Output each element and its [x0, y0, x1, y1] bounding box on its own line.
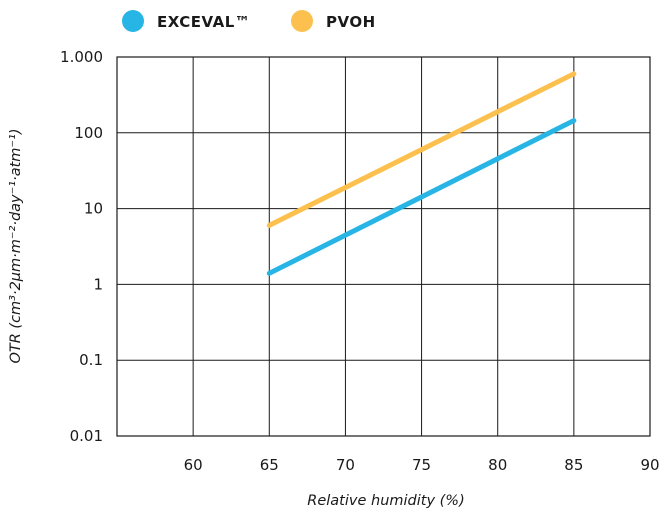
- y-tick-label: 100: [74, 124, 103, 142]
- y-tick-label: 0.1: [79, 351, 103, 369]
- x-tick-label: 80: [488, 456, 507, 474]
- x-tick-label: 75: [412, 456, 431, 474]
- series-layer: [266, 71, 577, 276]
- plot-frame: [116, 56, 651, 437]
- x-tick-label: 65: [260, 456, 279, 474]
- y-tick-label: 0.01: [70, 427, 103, 445]
- x-tick-label: 90: [640, 456, 659, 474]
- legend-marker-pvoh: [291, 10, 313, 32]
- series-line-exceval: [266, 118, 577, 276]
- grid: [117, 56, 651, 437]
- legend: EXCEVAL™ PVOH: [122, 10, 376, 32]
- y-axis-ticks: 0.01 0.1 1 10 100 1.000: [60, 48, 103, 445]
- y-tick-label: 1: [93, 275, 103, 293]
- legend-label-pvoh: PVOH: [326, 13, 376, 31]
- series-line-pvoh: [266, 71, 577, 228]
- legend-marker-exceval: [122, 10, 144, 32]
- x-axis-title: Relative humidity (%): [307, 493, 464, 509]
- x-tick-label: 70: [336, 456, 355, 474]
- legend-label-exceval: EXCEVAL™: [157, 13, 250, 31]
- y-tick-label: 10: [84, 200, 103, 218]
- x-tick-label: 60: [184, 456, 203, 474]
- y-tick-label: 1.000: [60, 48, 103, 66]
- x-tick-label: 85: [564, 456, 583, 474]
- y-axis-title: OTR (cm³·2μm·m⁻²·day⁻¹·atm⁻¹): [8, 128, 24, 363]
- x-axis-ticks: 60 65 70 75 80 85 90: [184, 456, 660, 474]
